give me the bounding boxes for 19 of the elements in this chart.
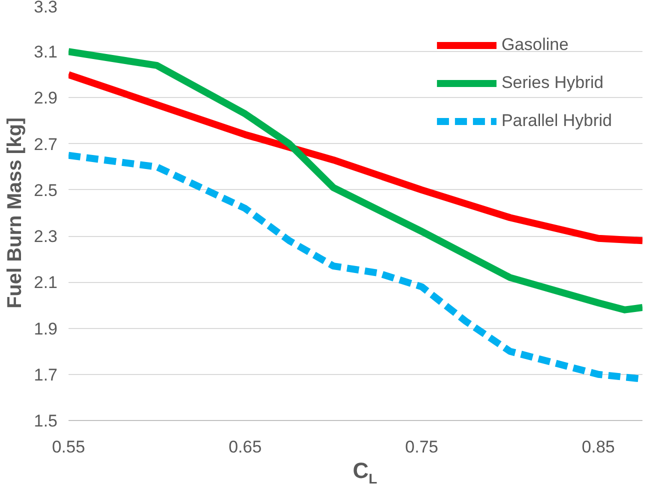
y-tick-label: 1.7 <box>34 365 58 384</box>
y-tick-label: 2.9 <box>34 88 58 108</box>
legend-label: Series Hybrid <box>501 73 604 93</box>
y-tick-label: 3.1 <box>34 42 58 62</box>
legend-label: Gasoline <box>501 35 569 55</box>
y-tick-label: 1.9 <box>34 319 58 338</box>
x-tick-label: 0.75 <box>405 438 438 456</box>
y-tick-label: 2.7 <box>34 134 58 154</box>
y-axis-title: Fuel Burn Mass [kg] <box>4 117 26 309</box>
y-tick-label: 2.1 <box>34 273 58 292</box>
y-tick-label: 2.5 <box>34 180 58 200</box>
x-tick-label: 0.55 <box>52 438 86 456</box>
x-tick-label: 0.85 <box>582 438 615 456</box>
y-tick-label: 2.3 <box>34 227 58 246</box>
x-tick-label: 0.65 <box>228 438 262 456</box>
y-tick-label: 1.5 <box>34 412 58 430</box>
legend-label: Parallel Hybrid <box>501 111 612 131</box>
y-tick-label: 3.3 <box>34 0 58 16</box>
x-axis-title: C$_{L}$ <box>352 457 378 488</box>
